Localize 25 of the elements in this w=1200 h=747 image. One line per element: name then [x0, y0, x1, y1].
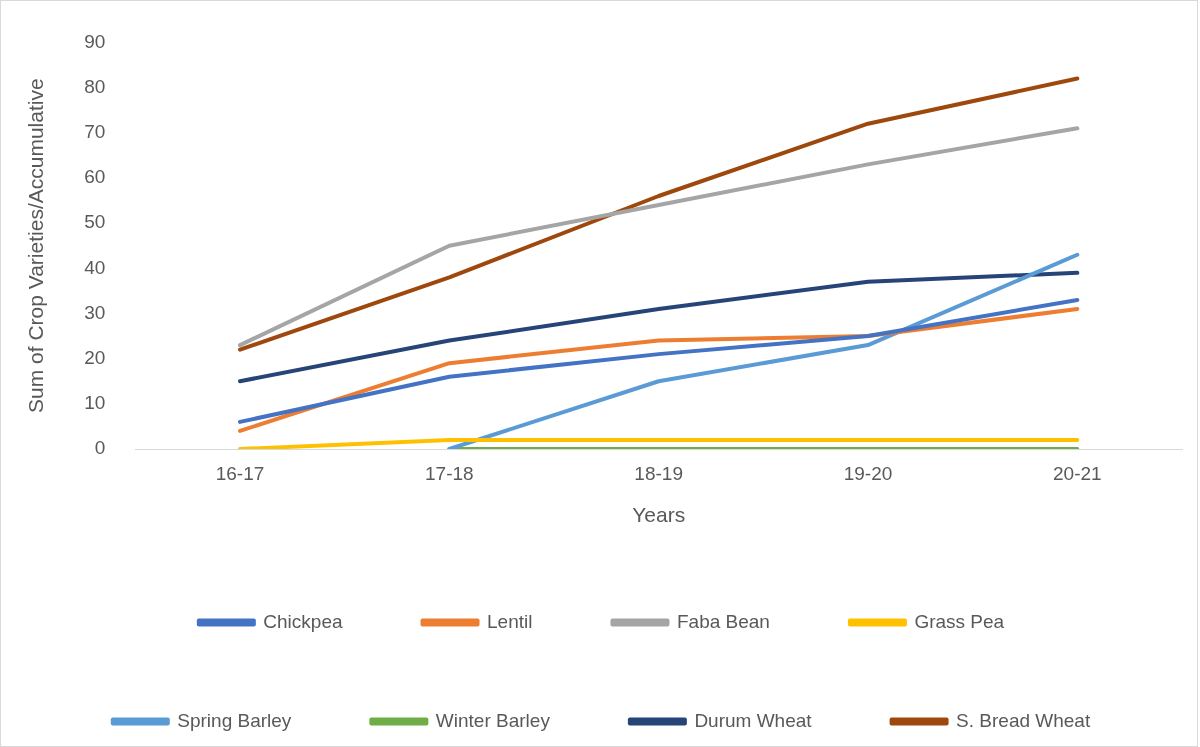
y-tick-label: 30 — [84, 301, 106, 323]
x-axis-title: Years — [632, 503, 686, 527]
y-tick-label: 70 — [84, 120, 106, 142]
legend-label: Durum Wheat — [694, 709, 813, 731]
legend-label: Grass Pea — [914, 610, 1005, 632]
y-tick-label: 0 — [94, 437, 106, 459]
y-tick-label: 80 — [84, 75, 106, 97]
x-tick-label: 18-19 — [634, 462, 683, 484]
x-tick-label: 17-18 — [425, 462, 474, 484]
legend-label: Winter Barley — [435, 709, 551, 731]
legend-label: S. Bread Wheat — [956, 709, 1091, 731]
y-tick-label: 10 — [84, 392, 106, 414]
legend-label: Lentil — [487, 610, 533, 632]
legend-label: Chickpea — [263, 610, 343, 632]
legend-label: Faba Bean — [676, 610, 770, 632]
y-tick-label: 60 — [84, 166, 106, 188]
y-tick-label: 90 — [84, 30, 106, 52]
y-tick-label: 20 — [84, 346, 106, 368]
legend-label: Spring Barley — [177, 709, 292, 731]
x-tick-label: 19-20 — [843, 462, 893, 484]
y-axis-title: Sum of Crop Varieties/Accumulative — [24, 78, 48, 413]
y-tick-label: 40 — [84, 256, 106, 278]
x-tick-label: 20-21 — [1053, 462, 1102, 484]
y-tick-label: 50 — [84, 211, 106, 233]
x-tick-label: 16-17 — [215, 462, 265, 484]
